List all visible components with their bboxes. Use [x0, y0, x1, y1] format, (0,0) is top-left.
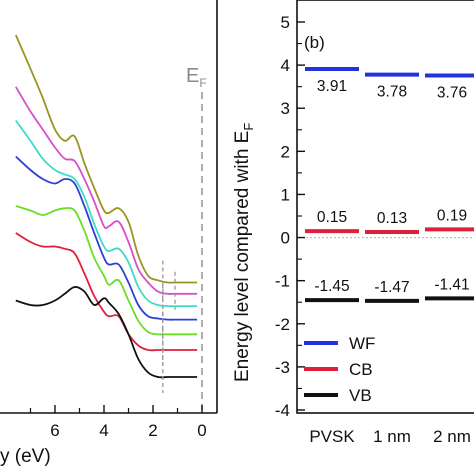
panel-a-ups-spectra: EF 6 4 2 0 y (eV): [0, 0, 218, 467]
wf-value-1: 3.91: [317, 78, 347, 95]
panel-a-x-ticks: 6 4 2 0: [29, 405, 207, 440]
spectrum-curve-3: [15, 119, 198, 308]
wf-value-3: 3.76: [437, 84, 467, 101]
panel-b-label: (b): [304, 33, 325, 52]
legend-label-wf: WF: [349, 334, 375, 353]
fermi-level-label: EF: [186, 65, 207, 90]
cb-value-1: 0.15: [317, 209, 347, 226]
panel-b-categories: PVSK 1 nm 2 nm: [309, 427, 471, 446]
vb-value-1: -1.45: [314, 278, 349, 295]
x-tick-label-4: 4: [99, 421, 108, 440]
panel-a-x-axis-label: y (eV): [0, 446, 51, 467]
y-tick-label--1: -1: [275, 272, 290, 291]
y-tick-label--4: -4: [275, 401, 290, 420]
x-tick-label-6: 6: [50, 421, 59, 440]
spectrum-curve-4: [15, 155, 198, 321]
spectrum-curve-5: [15, 205, 198, 336]
vb-value-2: -1.47: [374, 279, 409, 296]
panel-b-legend: WF CB VB: [304, 334, 375, 405]
spectrum-curve-7: [15, 286, 198, 379]
legend-label-cb: CB: [349, 360, 373, 379]
y-tick-label-3: 3: [281, 99, 290, 118]
y-tick-label--2: -2: [275, 315, 290, 334]
category-label-2: 1 nm: [373, 427, 411, 446]
panel-b-y-axis-label: Energy level compared with EF: [232, 123, 256, 382]
x-tick-label-0: 0: [197, 421, 206, 440]
y-tick-label-5: 5: [281, 13, 290, 32]
y-tick-label-2: 2: [281, 142, 290, 161]
panel-a-curves: [14, 34, 198, 379]
legend-label-vb: VB: [349, 386, 372, 405]
y-tick-label--3: -3: [275, 358, 290, 377]
cb-value-3: 0.19: [437, 207, 467, 224]
panel-a-edge-markers: [162, 260, 176, 393]
spectrum-curve-1: [14, 34, 198, 284]
cb-value-2: 0.13: [377, 210, 407, 227]
category-label-1: PVSK: [309, 427, 355, 446]
y-tick-label-4: 4: [281, 56, 290, 75]
vb-value-3: -1.41: [434, 276, 469, 293]
y-tick-label-0: 0: [281, 229, 290, 248]
wf-value-2: 3.78: [377, 84, 407, 101]
panel-b-frame: [296, 0, 474, 414]
spectrum-curve-2: [15, 86, 198, 295]
spectrum-curve-6: [15, 232, 198, 352]
x-tick-label-2: 2: [148, 421, 157, 440]
panel-b-energy-levels: (b) 5 4 3 2 1 0 -1 -2 -3 -4 3.91 3.78 3.76 0.15 0.13 0…: [232, 0, 474, 446]
category-label-3: 2 nm: [433, 427, 471, 446]
panel-b-levels: 3.91 3.78 3.76 0.15 0.13 0.19 -1.45 -1.47 -1.41: [305, 66, 474, 303]
y-tick-label-1: 1: [281, 185, 290, 204]
panel-b-y-ticks: 5 4 3 2 1 0 -1 -2 -3 -4: [275, 13, 305, 420]
